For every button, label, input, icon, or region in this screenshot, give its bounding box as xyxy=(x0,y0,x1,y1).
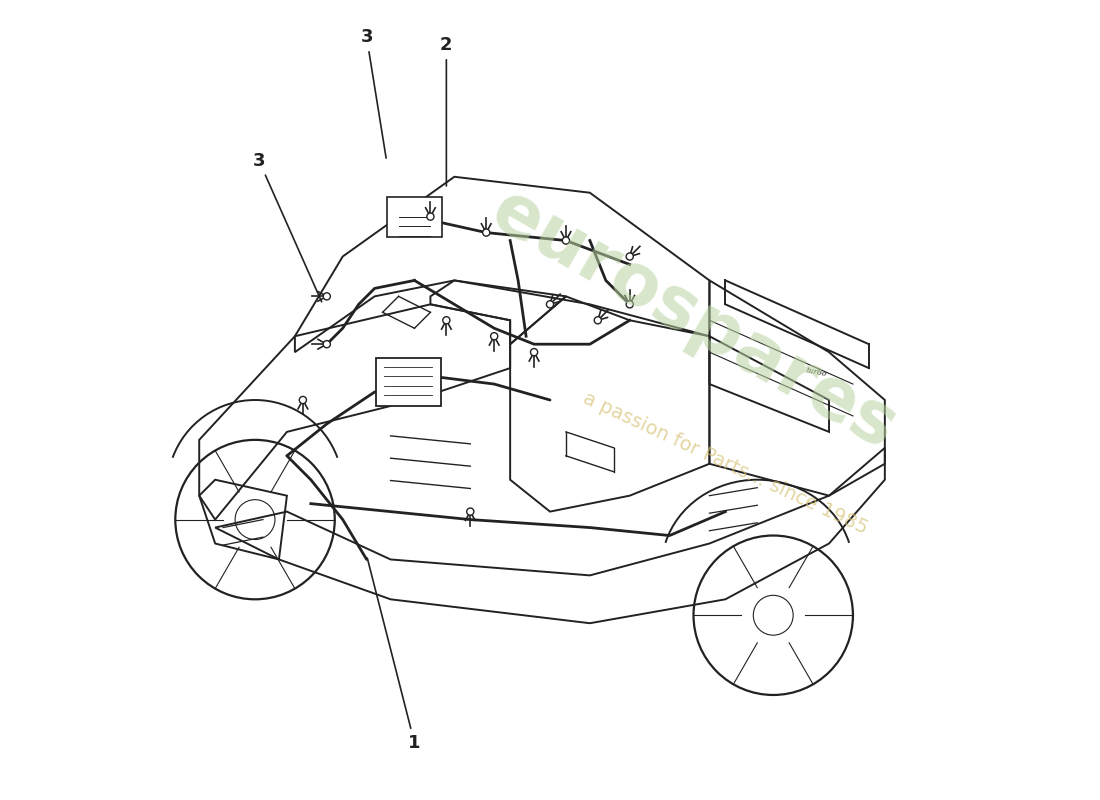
Circle shape xyxy=(594,317,602,324)
Circle shape xyxy=(323,341,330,348)
Text: a passion for Parts... since 1985: a passion for Parts... since 1985 xyxy=(580,390,871,538)
Text: eurospares: eurospares xyxy=(478,176,909,464)
Text: 2: 2 xyxy=(440,36,452,186)
Text: 3: 3 xyxy=(361,28,386,158)
Circle shape xyxy=(626,253,634,260)
Circle shape xyxy=(466,508,474,515)
Circle shape xyxy=(427,213,434,220)
Circle shape xyxy=(483,229,490,236)
Text: 1: 1 xyxy=(367,558,420,752)
Circle shape xyxy=(323,293,330,300)
Text: 3: 3 xyxy=(253,152,321,302)
Circle shape xyxy=(530,349,538,356)
FancyBboxPatch shape xyxy=(386,197,442,237)
Circle shape xyxy=(626,301,634,308)
Circle shape xyxy=(547,301,553,308)
Circle shape xyxy=(562,237,570,244)
FancyBboxPatch shape xyxy=(376,358,441,406)
Circle shape xyxy=(491,333,498,340)
Text: turbo: turbo xyxy=(805,366,827,378)
Circle shape xyxy=(299,397,307,403)
Circle shape xyxy=(443,317,450,324)
